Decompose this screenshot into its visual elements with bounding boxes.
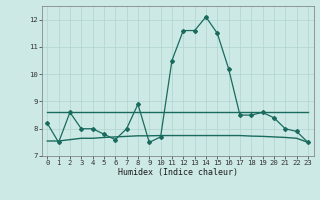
X-axis label: Humidex (Indice chaleur): Humidex (Indice chaleur) bbox=[118, 168, 237, 177]
